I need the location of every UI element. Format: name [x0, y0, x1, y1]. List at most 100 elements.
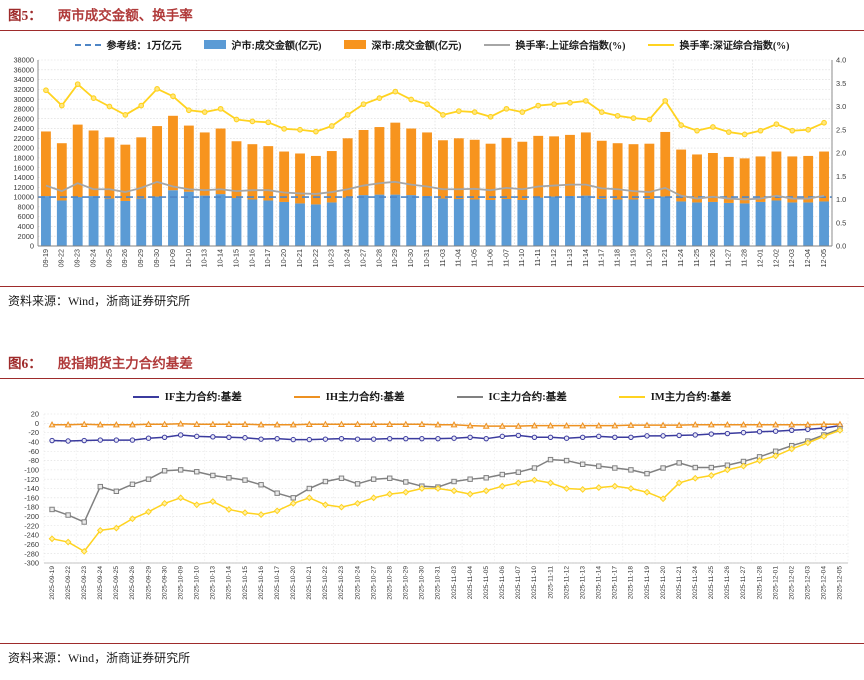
- bar-sh-turnover: [739, 203, 750, 246]
- figure-6-number: 图6：: [8, 356, 42, 371]
- bar-sz-turnover: [565, 134, 575, 197]
- x-tick-label: 2025-11-12: [563, 566, 570, 600]
- x-tick-label: 2025-09-26: [129, 566, 136, 600]
- figure-5-source: 资料来源：Wind，浙商证券研究所: [0, 286, 864, 309]
- legend-label: 沪市:成交金额(亿元): [231, 41, 322, 52]
- bar-sz-turnover: [517, 141, 528, 200]
- legend-item-im-basis: IM主力合约:基差: [618, 389, 732, 404]
- bar-sh-turnover: [136, 198, 147, 246]
- figure-6-chart-svg: 200-20-40-60-80-100-120-140-160-180-200-…: [24, 410, 849, 600]
- svg-text:-220: -220: [24, 521, 39, 530]
- bar-sz-turnover: [723, 156, 734, 203]
- bar-sh-turnover: [580, 195, 591, 246]
- bar-sz-turnover: [628, 144, 639, 200]
- x-tick-label: 2025-10-20: [290, 566, 297, 600]
- bar-sh-turnover: [549, 196, 560, 246]
- bar-sh-turnover: [279, 201, 290, 246]
- legend-label: IH主力合约:基差: [325, 392, 405, 403]
- figure-5-title: 两市成交金额、换手率: [57, 8, 193, 23]
- svg-text:-160: -160: [24, 493, 39, 502]
- svg-text:1.5: 1.5: [836, 172, 846, 181]
- x-tick-label: 11-14: [581, 249, 590, 267]
- bar-sz-turnover: [533, 135, 544, 198]
- x-tick-label: 2025-10-30: [419, 566, 426, 600]
- bar-sh-turnover: [390, 194, 401, 246]
- svg-text:30000: 30000: [13, 95, 34, 104]
- legend-label: IM主力合约:基差: [650, 392, 732, 403]
- x-tick-label: 11-27: [724, 249, 733, 267]
- x-tick-label: 10-09: [168, 249, 177, 267]
- bar-sz-turnover: [501, 137, 512, 200]
- bar-sz-turnover: [136, 137, 147, 199]
- bar-sz-turnover: [755, 156, 766, 202]
- x-tick-label: 10-29: [390, 249, 399, 267]
- x-tick-label: 2025-11-11: [547, 566, 554, 599]
- bar-sz-turnover: [72, 124, 83, 198]
- x-tick-label: 09-25: [104, 249, 113, 267]
- bar-sz-turnover: [787, 156, 798, 203]
- x-tick-label: 2025-11-27: [740, 566, 747, 600]
- svg-text:2000: 2000: [18, 232, 34, 241]
- bar-sz-turnover: [215, 128, 226, 195]
- bar-sz-turnover: [104, 137, 115, 199]
- x-tick-label: 2025-10-16: [258, 566, 265, 600]
- bar-sz-turnover: [707, 153, 718, 202]
- x-tick-label: 2025-09-19: [49, 566, 56, 600]
- x-tick-label: 2025-11-26: [724, 566, 731, 600]
- x-tick-label: 2025-09-29: [145, 566, 152, 600]
- svg-text:3.5: 3.5: [836, 79, 846, 88]
- x-tick-label: 10-22: [311, 249, 320, 267]
- bar-sh-turnover: [628, 199, 639, 246]
- bar-sz-turnover: [295, 153, 305, 204]
- bar-sh-turnover: [501, 199, 512, 246]
- svg-text:4.0: 4.0: [836, 56, 846, 65]
- bar-sh-turnover: [787, 202, 798, 246]
- orange-box-swatch-icon: [343, 40, 366, 49]
- x-tick-label: 10-24: [343, 249, 352, 267]
- bar-sz-turnover: [390, 122, 401, 195]
- figure-6-legend: IF主力合约:基差 IH主力合约:基差 IC主力合约:基差 IM主力合约:基差: [0, 379, 864, 408]
- x-tick-label: 10-15: [231, 249, 240, 267]
- svg-text:0: 0: [35, 419, 39, 428]
- x-tick-label: 10-16: [247, 249, 256, 267]
- bar-sh-turnover: [406, 195, 417, 246]
- x-tick-label: 2025-10-14: [226, 566, 233, 600]
- x-tick-label: 2025-11-14: [596, 566, 603, 600]
- dashed-line-swatch-icon: [74, 43, 101, 46]
- svg-text:22000: 22000: [13, 134, 34, 143]
- svg-text:12000: 12000: [13, 183, 34, 192]
- svg-text:-240: -240: [24, 531, 39, 540]
- x-tick-label: 2025-12-05: [837, 566, 844, 600]
- x-tick-label: 11-13: [565, 249, 574, 267]
- x-tick-label: 11-18: [613, 249, 622, 267]
- x-tick-label: 09-22: [57, 249, 66, 267]
- bar-sh-turnover: [612, 199, 623, 246]
- bar-sz-turnover: [326, 151, 337, 203]
- svg-text:-40: -40: [28, 438, 39, 447]
- orange-line-swatch-icon: [293, 395, 320, 398]
- svg-text:34000: 34000: [13, 75, 34, 84]
- x-tick-label: 09-29: [136, 249, 145, 267]
- bar-sh-turnover: [485, 199, 496, 246]
- x-tick-label: 2025-10-17: [274, 566, 281, 600]
- bar-sh-turnover: [565, 196, 575, 246]
- x-tick-label: 11-12: [549, 249, 558, 267]
- svg-text:28000: 28000: [13, 105, 34, 114]
- svg-text:-140: -140: [24, 484, 39, 493]
- bar-sz-turnover: [406, 128, 417, 196]
- x-tick-label: 2025-11-05: [483, 566, 490, 600]
- legend-label: 换手率:深证综合指数(%): [679, 41, 790, 52]
- x-tick-label: 2025-10-10: [194, 566, 201, 600]
- x-tick-label: 2025-10-22: [322, 566, 329, 600]
- x-tick-label: 2025-11-13: [579, 566, 586, 600]
- x-tick-label: 2025-10-24: [354, 566, 361, 600]
- bar-sh-turnover: [660, 196, 671, 246]
- bar-sh-turnover: [56, 200, 67, 246]
- x-tick-label: 2025-11-07: [515, 566, 522, 600]
- x-tick-label: 10-27: [358, 249, 367, 267]
- svg-text:-180: -180: [24, 503, 39, 512]
- x-tick-label: 09-26: [120, 249, 129, 267]
- bar-sh-turnover: [152, 196, 163, 246]
- bar-sh-turnover: [295, 203, 305, 246]
